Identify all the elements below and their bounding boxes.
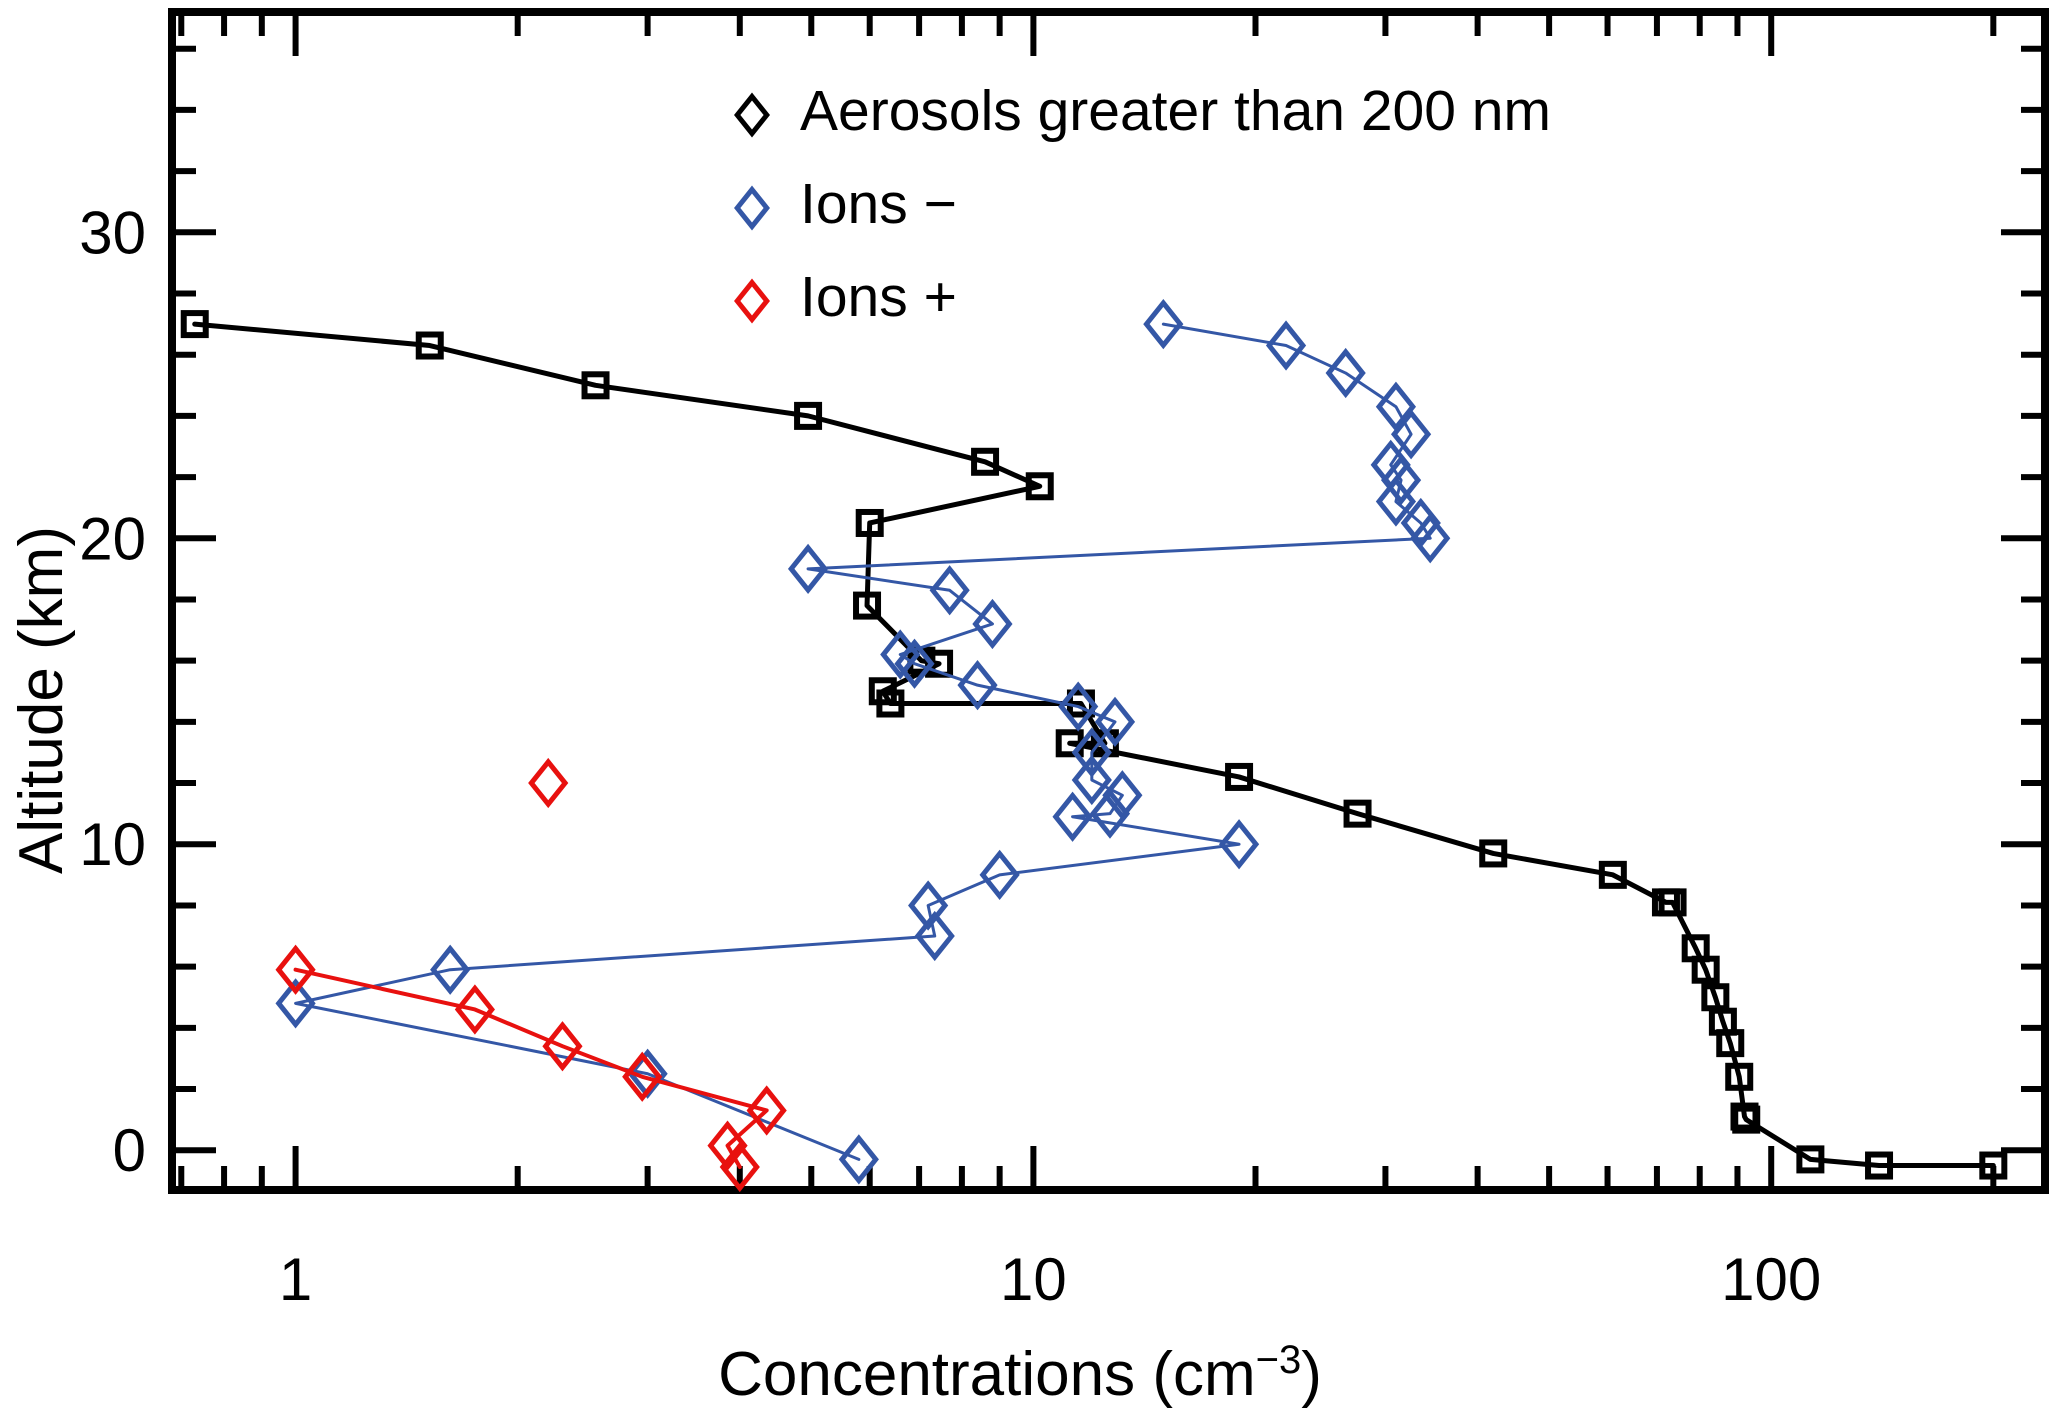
series-1 xyxy=(275,298,1451,1185)
series-0 xyxy=(180,310,2008,1180)
data-point-marker xyxy=(275,944,316,995)
data-point-marker xyxy=(622,1051,663,1102)
data-point-marker xyxy=(415,331,444,360)
legend-marker-1 xyxy=(734,185,770,231)
x-tick-label: 1 xyxy=(279,1246,312,1313)
data-point-marker xyxy=(787,543,829,594)
chart-legend: Aerosols greater than 200 nm Ions − Ions + xyxy=(734,79,1551,329)
series-line xyxy=(294,322,1432,1161)
data-point-marker xyxy=(925,649,954,678)
data-point-marker xyxy=(430,944,471,995)
data-point-marker xyxy=(853,591,882,620)
data-point-marker xyxy=(1732,1105,1761,1134)
data-point-marker xyxy=(1979,1151,2008,1180)
data-point-marker xyxy=(1218,819,1260,870)
data-point-marker xyxy=(1410,513,1451,564)
data-point-marker xyxy=(746,1085,787,1136)
data-point-marker xyxy=(719,1141,760,1193)
y-tick-label: 0 xyxy=(113,1117,146,1184)
y-tick-label: 20 xyxy=(79,505,146,572)
data-point-marker xyxy=(1375,381,1417,432)
y-axis-ticks xyxy=(172,45,2045,1154)
data-point-marker xyxy=(275,978,316,1029)
x-axis-tick-labels: 1 10 100 xyxy=(279,1246,1821,1313)
series-line xyxy=(192,321,1996,1169)
y-tick-label: 10 xyxy=(79,811,146,878)
data-point-marker xyxy=(1479,839,1508,868)
data-point-marker xyxy=(1598,860,1627,889)
legend-label-1: Ions − xyxy=(800,172,957,236)
data-series-group xyxy=(180,298,2008,1193)
data-point-marker xyxy=(979,849,1020,900)
data-point-marker xyxy=(1025,472,1054,501)
x-axis-ticks xyxy=(178,12,1997,1190)
data-point-marker xyxy=(1071,727,1112,778)
data-point-marker xyxy=(1380,455,1422,506)
legend-label-2: Ions + xyxy=(800,265,957,329)
data-point-marker xyxy=(707,1120,748,1171)
data-point-marker xyxy=(528,757,569,809)
data-point-marker xyxy=(957,660,998,711)
data-point-marker xyxy=(1375,476,1417,527)
data-point-marker xyxy=(1390,409,1432,460)
legend-marker-0 xyxy=(734,92,770,138)
y-tick-label: 30 xyxy=(79,199,146,266)
data-point-marker xyxy=(1343,799,1372,828)
data-point-marker xyxy=(1094,696,1136,747)
data-point-marker xyxy=(838,1134,879,1185)
data-point-marker xyxy=(855,508,884,537)
data-point-marker xyxy=(794,401,823,430)
data-point-marker xyxy=(1325,347,1366,399)
data-point-marker xyxy=(1058,681,1099,732)
data-point-marker xyxy=(542,1021,583,1072)
x-axis-label: Concentrations (cm−3) xyxy=(718,1338,1322,1409)
series-2 xyxy=(528,757,569,809)
y-axis-label: Altitude (km) xyxy=(7,526,76,874)
data-point-marker xyxy=(972,598,1013,650)
data-point-marker xyxy=(1143,298,1184,350)
data-point-marker xyxy=(1865,1151,1894,1180)
data-point-marker xyxy=(180,310,209,339)
legend-label-0: Aerosols greater than 200 nm xyxy=(800,79,1551,143)
data-point-marker xyxy=(1691,955,1720,984)
data-point-marker xyxy=(914,910,955,962)
data-point-marker xyxy=(929,565,970,616)
data-point-marker xyxy=(1089,788,1131,839)
data-point-marker xyxy=(1052,791,1093,842)
data-point-marker xyxy=(1796,1145,1825,1174)
legend-marker-2 xyxy=(734,278,770,324)
data-point-marker xyxy=(876,689,905,718)
data-point-marker xyxy=(1658,888,1687,917)
x-tick-label: 100 xyxy=(1721,1246,1821,1313)
data-point-marker xyxy=(581,371,610,400)
series-3 xyxy=(275,944,787,1193)
series-line xyxy=(293,967,769,1170)
y-axis-tick-labels: 0 10 20 30 xyxy=(79,199,146,1184)
data-point-marker xyxy=(454,984,495,1035)
data-point-marker xyxy=(1265,320,1307,371)
data-point-marker xyxy=(971,447,1000,476)
data-point-marker xyxy=(1716,1029,1745,1058)
data-point-marker xyxy=(894,638,935,689)
data-point-marker xyxy=(1225,762,1254,791)
data-point-marker xyxy=(1071,754,1112,806)
x-tick-label: 10 xyxy=(1000,1246,1067,1313)
data-point-marker xyxy=(1725,1062,1754,1091)
